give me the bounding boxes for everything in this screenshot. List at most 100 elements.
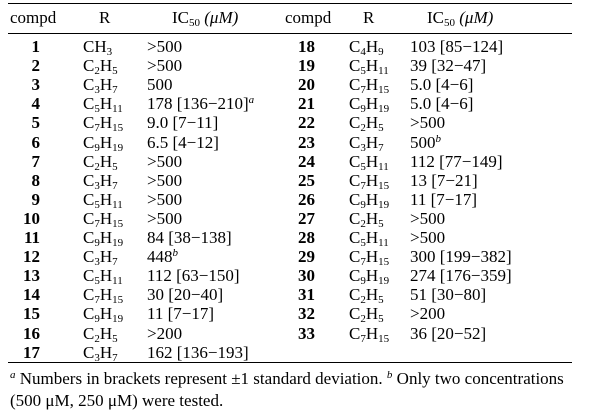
r-formula: C9H19 xyxy=(83,304,123,326)
compd-number: 30 xyxy=(298,266,315,286)
ic50-value: 6.5 [4−12] xyxy=(147,133,219,153)
r-base: C xyxy=(83,342,95,362)
r-base: C xyxy=(349,113,361,133)
ic50-value: 9.0 [7−11] xyxy=(147,113,218,133)
r-sub2: 19 xyxy=(112,141,124,154)
r-sub: 7 xyxy=(94,217,100,230)
ic50-text: >500 xyxy=(147,151,183,171)
r-sub2: 5 xyxy=(378,294,384,307)
r-sub2: 7 xyxy=(112,256,118,269)
compd-number: 6 xyxy=(31,132,41,152)
r-base: C xyxy=(83,56,95,76)
r-base: C xyxy=(83,285,95,305)
ic50-value: 162 [136−193] xyxy=(147,343,249,363)
r-sub: 9 xyxy=(360,275,366,288)
ic50-text: 112 [77−149] xyxy=(410,151,503,171)
r-sub2: 19 xyxy=(378,198,390,211)
r-sub: 7 xyxy=(360,256,366,269)
compd-number: 28 xyxy=(298,228,315,247)
r-formula: C5H11 xyxy=(83,266,123,288)
ic50-text: >500 xyxy=(147,56,183,76)
compd-number: 21 xyxy=(298,94,315,114)
ic50-value: 51 [30−80] xyxy=(410,285,486,305)
header-compd-left: compd xyxy=(10,8,57,27)
ic50-text: >500 xyxy=(147,37,183,56)
r-base: C xyxy=(83,94,95,114)
ic50-text: >200 xyxy=(410,304,446,324)
r-sub2: 11 xyxy=(378,160,389,173)
ic50-sub: 50 xyxy=(189,17,200,29)
table-bottom-rule xyxy=(8,362,572,363)
r-formula: C3H7 xyxy=(83,75,118,97)
compd-number: 25 xyxy=(298,170,315,190)
r-formula: C5H11 xyxy=(83,189,123,211)
header-ic50-left: IC50 (μM) xyxy=(172,8,239,29)
r-sub2: 11 xyxy=(112,275,123,288)
r-h: H xyxy=(365,151,379,171)
ic50-unit: (μM) xyxy=(200,8,239,27)
r-sub: 5 xyxy=(94,198,100,211)
footnote-marker: b xyxy=(435,132,442,145)
r-sub2: 19 xyxy=(112,237,124,249)
ic50-unit: (μM) xyxy=(455,8,494,27)
compd-number: 15 xyxy=(23,304,40,324)
r-h: H xyxy=(365,208,379,228)
r-formula: C5H11 xyxy=(83,94,123,116)
compd-number: 5 xyxy=(31,113,41,133)
ic50-value: 36 [20−52] xyxy=(410,324,486,344)
ic50-text: 162 [136−193] xyxy=(147,342,249,362)
r-formula: C2H5 xyxy=(83,324,118,345)
compd-number: 9 xyxy=(31,189,41,209)
r-sub: 9 xyxy=(94,313,100,326)
r-sub: 9 xyxy=(360,198,366,211)
ic50-value: 5.0 [4−6] xyxy=(410,94,473,114)
r-h: H xyxy=(99,189,113,209)
ic50-text: >500 xyxy=(147,170,183,190)
r-formula: C9H19 xyxy=(349,266,389,288)
r-h: H xyxy=(99,285,113,305)
footnote-marker: b xyxy=(172,247,179,260)
r-base: C xyxy=(83,189,95,209)
r-base: C xyxy=(349,285,361,305)
r-formula: C2H5 xyxy=(83,152,118,173)
r-base: C xyxy=(83,304,95,324)
r-h: H xyxy=(365,304,379,324)
ic50-value: >500 xyxy=(410,228,445,248)
ic50-value: 11 [7−17] xyxy=(410,190,477,210)
r-sub2: 7 xyxy=(112,179,118,192)
r-h: H xyxy=(99,75,113,95)
r-formula: C2H5 xyxy=(83,56,118,77)
compd-number: 31 xyxy=(298,285,315,305)
ic50-value: >500 xyxy=(410,113,445,133)
r-base: C xyxy=(349,94,361,114)
ic50-value: 274 [176−359] xyxy=(410,266,512,286)
r-sub2: 15 xyxy=(112,217,124,230)
compd-number: 29 xyxy=(298,247,315,267)
r-sub: 5 xyxy=(94,103,100,116)
r-base: C xyxy=(349,247,361,267)
r-base: C xyxy=(349,56,361,76)
r-h: H xyxy=(99,113,113,133)
footnote-mark-a: a xyxy=(10,369,16,381)
r-h: H xyxy=(365,323,379,343)
r-formula: C2H5 xyxy=(349,113,384,134)
r-formula: C5H11 xyxy=(349,151,389,173)
compd-number: 1 xyxy=(31,37,41,56)
ic50-sub: 50 xyxy=(444,17,455,29)
r-formula: C3H7 xyxy=(349,133,384,154)
r-base: C xyxy=(83,228,95,247)
ic50-value: >500 xyxy=(147,190,182,210)
table-top-rule xyxy=(8,3,572,4)
compd-number: 20 xyxy=(298,75,315,95)
r-sub2: 7 xyxy=(112,84,118,97)
r-h: H xyxy=(99,247,113,267)
ic50-value: 112 [63−150] xyxy=(147,266,240,286)
compd-number: 24 xyxy=(298,151,315,171)
footnote-text-b: Only two concentrations (500 μM, 250 μM)… xyxy=(10,369,564,410)
ic50-text: >500 xyxy=(410,113,446,133)
compd-number: 16 xyxy=(23,323,40,343)
ic50-prefix: IC xyxy=(427,8,444,27)
r-formula: CH3 xyxy=(83,37,112,58)
ic50-value: >500 xyxy=(147,209,182,229)
r-base: C xyxy=(83,132,95,152)
